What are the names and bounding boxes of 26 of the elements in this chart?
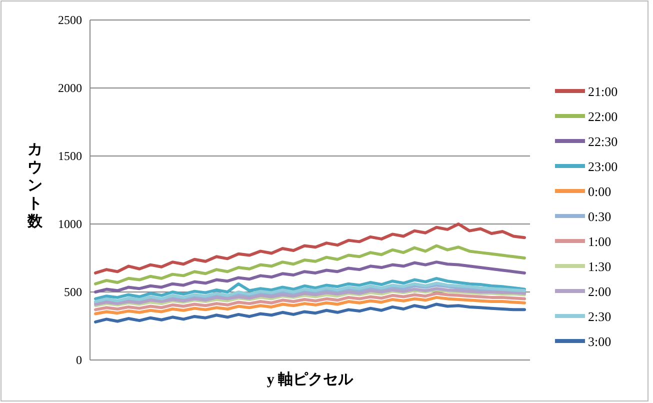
line-series [94, 296, 526, 316]
line-series [94, 276, 526, 300]
y-tick-label: 2000 [58, 81, 82, 95]
y-tick-label: 1500 [58, 149, 82, 163]
legend-label: 2:00 [588, 284, 612, 299]
legend-label: 22:30 [588, 134, 618, 149]
line-series [94, 222, 526, 274]
y-axis-title: カウント数 [26, 142, 44, 230]
legend-label: 0:30 [588, 209, 612, 224]
line-series [94, 244, 526, 286]
line-series [94, 260, 526, 294]
y-tick-label: 1000 [58, 217, 82, 231]
legend-label: 3:00 [588, 334, 612, 349]
y-tick-label: 500 [64, 285, 82, 299]
legend-label: 22:00 [588, 109, 618, 124]
legend-label: 1:00 [588, 234, 612, 249]
legend-label: 23:00 [588, 159, 618, 174]
legend-label: 21:00 [588, 84, 618, 99]
legend-label: 2:30 [588, 309, 612, 324]
y-tick-label: 2500 [58, 13, 82, 27]
y-tick-label: 0 [76, 353, 82, 367]
line-series [94, 292, 526, 312]
legend-label: 1:30 [588, 259, 612, 274]
line-series [94, 302, 526, 324]
x-axis-title: y 軸ピクセル [266, 371, 354, 388]
legend-label: 0:00 [588, 184, 612, 199]
